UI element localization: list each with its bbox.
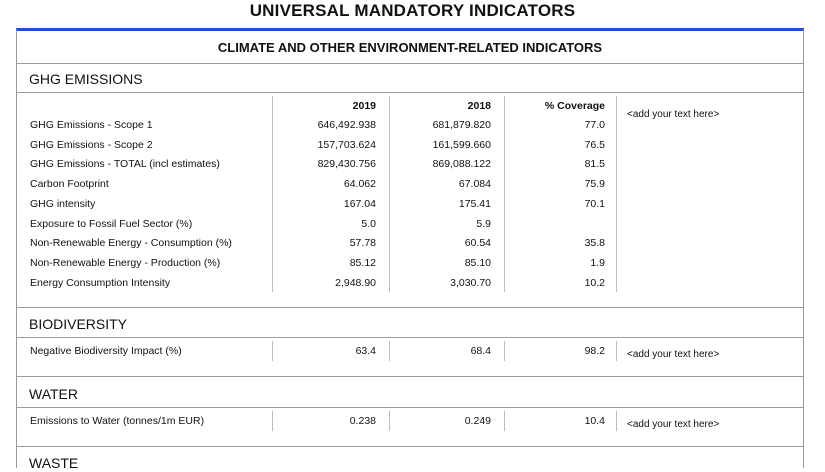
column-divider xyxy=(504,411,505,431)
row-label: Non-Renewable Energy - Production (%) xyxy=(30,257,221,269)
value-2018: 5.9 xyxy=(476,218,491,230)
column-header-2018: 2018 xyxy=(467,100,491,112)
row-label: Non-Renewable Energy - Consumption (%) xyxy=(30,237,232,249)
divider xyxy=(16,92,804,93)
value-2019: 2,948.90 xyxy=(335,277,376,289)
value-2018: 85.10 xyxy=(464,257,491,269)
value-coverage: 10.4 xyxy=(584,415,605,427)
value-2018: 869,088.122 xyxy=(432,158,491,170)
column-divider xyxy=(504,96,505,292)
divider xyxy=(16,337,804,338)
value-coverage: 35.8 xyxy=(584,237,605,249)
divider xyxy=(16,407,804,408)
row-label: GHG Emissions - TOTAL (incl estimates) xyxy=(30,158,220,170)
value-coverage: 70.1 xyxy=(584,198,605,210)
ghg-category-title: GHG EMISSIONS xyxy=(29,71,143,87)
row-label: Energy Consumption Intensity xyxy=(30,277,171,289)
column-divider xyxy=(389,411,390,431)
value-2019: 167.04 xyxy=(343,198,376,210)
value-coverage: 98.2 xyxy=(584,345,605,357)
column-divider xyxy=(272,96,273,292)
value-2018: 681,879.820 xyxy=(432,119,491,131)
page-title: UNIVERSAL MANDATORY INDICATORS xyxy=(249,1,576,20)
column-divider xyxy=(272,341,273,361)
section-title: CLIMATE AND OTHER ENVIRONMENT-RELATED IN… xyxy=(217,40,603,55)
value-coverage: 77.0 xyxy=(584,119,605,131)
water-category-title: WATER xyxy=(29,386,78,402)
value-2018: 67.084 xyxy=(458,178,491,190)
column-divider xyxy=(272,411,273,431)
value-2018: 0.249 xyxy=(464,415,491,427)
indicators-frame xyxy=(16,28,804,468)
biodiversity-note: <add your text here> xyxy=(627,349,720,360)
value-2019: 646,492.938 xyxy=(317,119,376,131)
value-coverage: 76.5 xyxy=(584,139,605,151)
row-label: GHG intensity xyxy=(30,198,96,210)
value-coverage: 10.2 xyxy=(584,277,605,289)
value-coverage: 1.9 xyxy=(590,257,605,269)
value-2019: 64.062 xyxy=(343,178,376,190)
ghg-note: <add your text here> xyxy=(627,109,720,120)
divider xyxy=(16,63,804,64)
value-2018: 3,030.70 xyxy=(450,277,491,289)
value-coverage: 75.9 xyxy=(584,178,605,190)
value-coverage: 81.5 xyxy=(584,158,605,170)
column-divider xyxy=(616,341,617,361)
row-label: Exposure to Fossil Fuel Sector (%) xyxy=(30,218,193,230)
value-2018: 60.54 xyxy=(464,237,491,249)
row-label: Carbon Footprint xyxy=(30,178,109,190)
column-header-coverage: % Coverage xyxy=(544,100,605,112)
column-divider xyxy=(389,341,390,361)
value-2019: 5.0 xyxy=(361,218,376,230)
value-2019: 157,703.624 xyxy=(317,139,376,151)
water-note: <add your text here> xyxy=(627,419,720,430)
column-divider xyxy=(504,341,505,361)
value-2019: 829,430.756 xyxy=(317,158,376,170)
value-2018: 175.41 xyxy=(458,198,491,210)
row-label: Negative Biodiversity Impact (%) xyxy=(30,345,182,357)
column-header-2019: 2019 xyxy=(352,100,376,112)
value-2018: 161,599.660 xyxy=(432,139,491,151)
value-2019: 0.238 xyxy=(349,415,376,427)
row-label: Emissions to Water (tonnes/1m EUR) xyxy=(30,415,205,427)
waste-category-title: WASTE xyxy=(29,455,79,471)
column-divider xyxy=(616,411,617,431)
value-2019: 63.4 xyxy=(355,345,376,357)
divider xyxy=(16,446,804,447)
column-divider xyxy=(616,96,617,292)
value-2019: 85.12 xyxy=(349,257,376,269)
biodiversity-category-title: BIODIVERSITY xyxy=(29,316,128,332)
value-2019: 57.78 xyxy=(349,237,376,249)
row-label: GHG Emissions - Scope 2 xyxy=(30,139,153,151)
row-label: GHG Emissions - Scope 1 xyxy=(30,119,153,131)
divider xyxy=(16,307,804,308)
column-divider xyxy=(389,96,390,292)
divider xyxy=(16,376,804,377)
value-2018: 68.4 xyxy=(470,345,491,357)
